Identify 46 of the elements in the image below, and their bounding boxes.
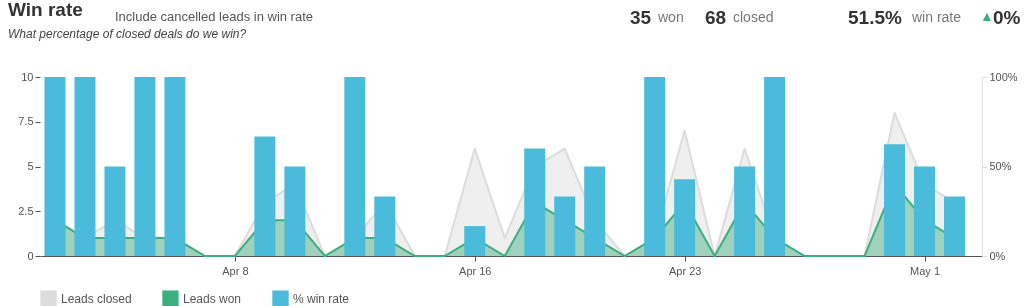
bar — [284, 166, 306, 256]
bar — [674, 179, 696, 256]
legend-label: Leads won — [183, 291, 242, 306]
y2-tick-label: 50% — [989, 160, 1012, 172]
bar — [344, 77, 366, 256]
bar — [584, 166, 606, 256]
chart-title: Win rate — [8, 0, 83, 20]
text: Include cancelled leads in win rate — [115, 9, 314, 24]
bar — [374, 196, 396, 256]
bar — [554, 196, 576, 256]
y-tick-label: 7.5 — [18, 115, 34, 128]
x-tick-label: May 1 — [910, 264, 941, 277]
bar — [254, 136, 276, 256]
bar — [164, 77, 186, 256]
text: 51.5% — [848, 7, 902, 28]
bar — [104, 166, 126, 256]
bar — [524, 148, 546, 256]
legend-label: % win rate — [293, 291, 350, 306]
text: won — [657, 9, 684, 25]
text: 35 — [630, 7, 652, 28]
x-tick-label: Apr 16 — [459, 264, 492, 277]
bar — [464, 226, 486, 256]
x-tick-label: Apr 8 — [222, 264, 249, 277]
y2-tick-label: 0% — [989, 249, 1006, 262]
bar — [134, 77, 156, 256]
bar — [734, 166, 756, 256]
text: ▲ — [980, 8, 994, 24]
chart-subtitle: What percentage of closed deals do we win? — [8, 27, 247, 41]
x-tick-label: Apr 23 — [668, 264, 702, 277]
bar — [914, 166, 936, 256]
text: 68 — [705, 7, 727, 28]
y-tick-label: 10 — [21, 70, 34, 83]
legend-label: Leads closed — [61, 291, 132, 306]
y2-tick-label: 100% — [989, 70, 1018, 83]
bar — [74, 77, 96, 256]
y-tick-label: 0 — [27, 249, 34, 262]
y-tick-label: 2.5 — [18, 204, 34, 217]
bar — [644, 77, 666, 256]
text: closed — [733, 9, 774, 25]
text: win rate — [911, 9, 962, 25]
bar — [44, 77, 66, 256]
bar — [944, 196, 966, 256]
bar — [884, 144, 906, 256]
bar — [764, 77, 786, 256]
text: 0% — [993, 7, 1021, 28]
y-tick-label: 5 — [27, 160, 34, 172]
